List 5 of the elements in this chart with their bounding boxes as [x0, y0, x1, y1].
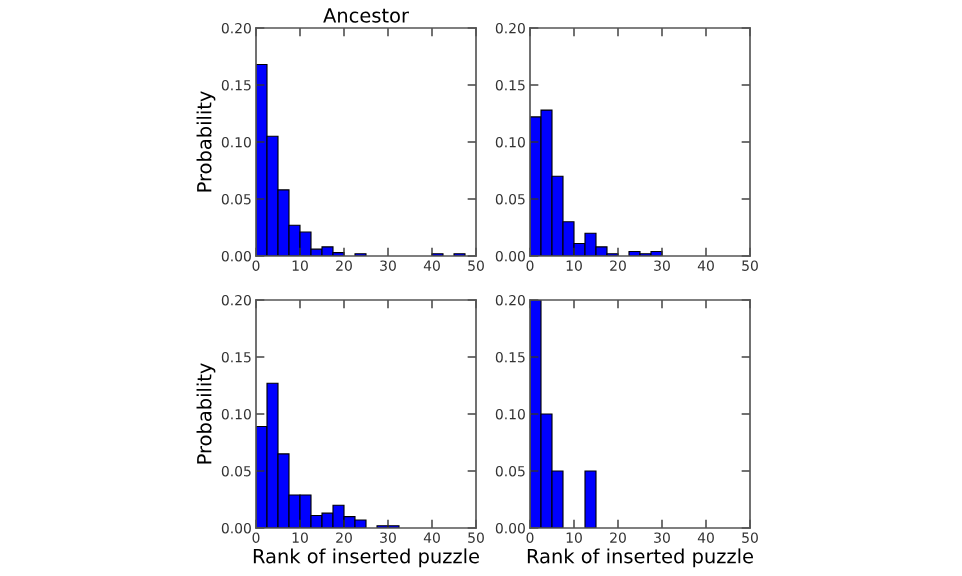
- x-axis-title: Rank of inserted puzzle: [253, 548, 479, 568]
- x-axis-title: Rank of inserted puzzle: [527, 548, 753, 568]
- y-axis-title: Probability: [196, 91, 216, 192]
- chart-title: Ancestor: [323, 8, 409, 23]
- y-axis-title: Probability: [196, 363, 216, 464]
